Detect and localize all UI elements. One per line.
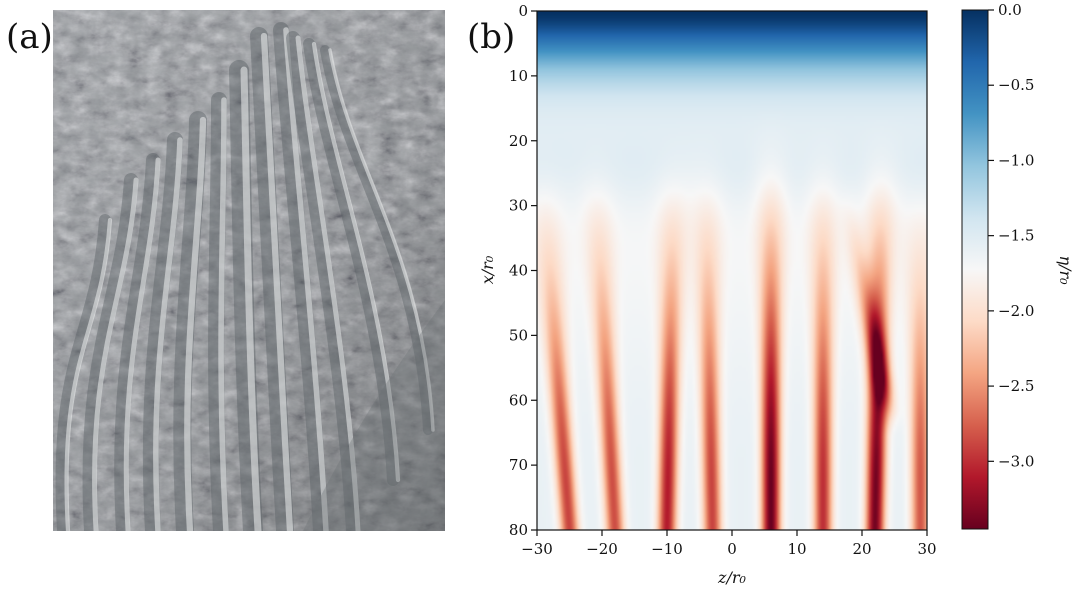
rock-flute-ridge <box>153 137 183 531</box>
rock-flute-ridge <box>123 157 161 531</box>
panel-label-b: (b) <box>467 17 516 57</box>
colorbar-tick-label: −1.5 <box>998 227 1034 245</box>
x-tick-label: 10 <box>787 540 806 558</box>
rock-shadow <box>303 300 445 531</box>
rock-flute-ridge <box>283 27 329 531</box>
rock-flutes <box>55 22 445 531</box>
rock-flute-groove <box>320 45 433 435</box>
x-axis-title: z/r₀ <box>717 568 746 587</box>
y-tick-label: 20 <box>509 132 528 150</box>
rock-flute-groove <box>55 214 111 531</box>
rock-photo-drawing <box>53 10 445 531</box>
rock-flute-groove <box>142 132 183 531</box>
rock-flute-ridge <box>184 116 207 531</box>
y-axis-title: x/r₀ <box>478 255 497 284</box>
x-tick-label: −20 <box>586 540 618 558</box>
colorbar-tick-label: −1.0 <box>998 151 1034 169</box>
colorbar-title: η/r₀ <box>1056 255 1073 285</box>
colorbar-ticks: 0.0 −0.5 −1.0 −1.5 −2.0 −2.5 −3.0 <box>988 1 1034 470</box>
y-tick-label: 30 <box>509 197 528 215</box>
rock-flute-groove <box>303 38 399 486</box>
y-tick-label: 60 <box>509 391 528 409</box>
y-tick-label: 10 <box>509 67 528 85</box>
x-axis-ticks: −30 −20 −10 0 10 20 30 <box>521 530 937 558</box>
y-tick-label: 40 <box>509 262 528 280</box>
x-tick-label: 0 <box>727 540 737 558</box>
rock-flute-ridge <box>328 48 435 432</box>
x-tick-label: −10 <box>651 540 683 558</box>
rock-flute-ridge <box>311 41 401 483</box>
x-tick-label: −30 <box>521 540 553 558</box>
rock-flute-groove <box>250 27 294 531</box>
rock-flute-groove <box>286 31 360 531</box>
colorbar-tick-label: −3.0 <box>998 452 1034 470</box>
rock-flute-ridge <box>295 35 361 531</box>
x-tick-label: 30 <box>917 540 936 558</box>
y-tick-label: 0 <box>518 2 528 20</box>
rock-flute-groove <box>208 92 229 531</box>
rock-flute-ridge <box>218 97 229 531</box>
colorbar-tick-label: −2.0 <box>998 302 1034 320</box>
y-tick-label: 80 <box>509 521 528 539</box>
rock-flute-ridge <box>260 32 294 531</box>
rock-flute-groove <box>114 153 160 531</box>
rock-photo <box>53 10 445 531</box>
x-tick-label: 20 <box>852 540 871 558</box>
rock-flute-groove <box>82 173 138 531</box>
rock-flute-ridge <box>64 217 113 531</box>
y-tick-label: 70 <box>509 456 528 474</box>
rock-flute-groove <box>273 22 329 531</box>
panel-label-a: (a) <box>6 17 53 57</box>
colorbar-tick-label: −2.5 <box>998 377 1034 395</box>
heatmap-field <box>537 11 927 530</box>
rock-flute-groove <box>229 60 263 531</box>
colorbar <box>961 9 989 530</box>
y-axis-ticks: 0 10 20 30 40 50 60 70 80 <box>509 2 537 539</box>
colorbar-tick-label: 0.0 <box>998 1 1022 19</box>
rock-flute-ridge <box>92 177 139 531</box>
rock-flute-ridge <box>240 66 262 531</box>
colorbar-tick-label: −0.5 <box>998 76 1034 94</box>
y-tick-label: 50 <box>509 326 528 344</box>
rock-flute-groove <box>173 111 207 531</box>
